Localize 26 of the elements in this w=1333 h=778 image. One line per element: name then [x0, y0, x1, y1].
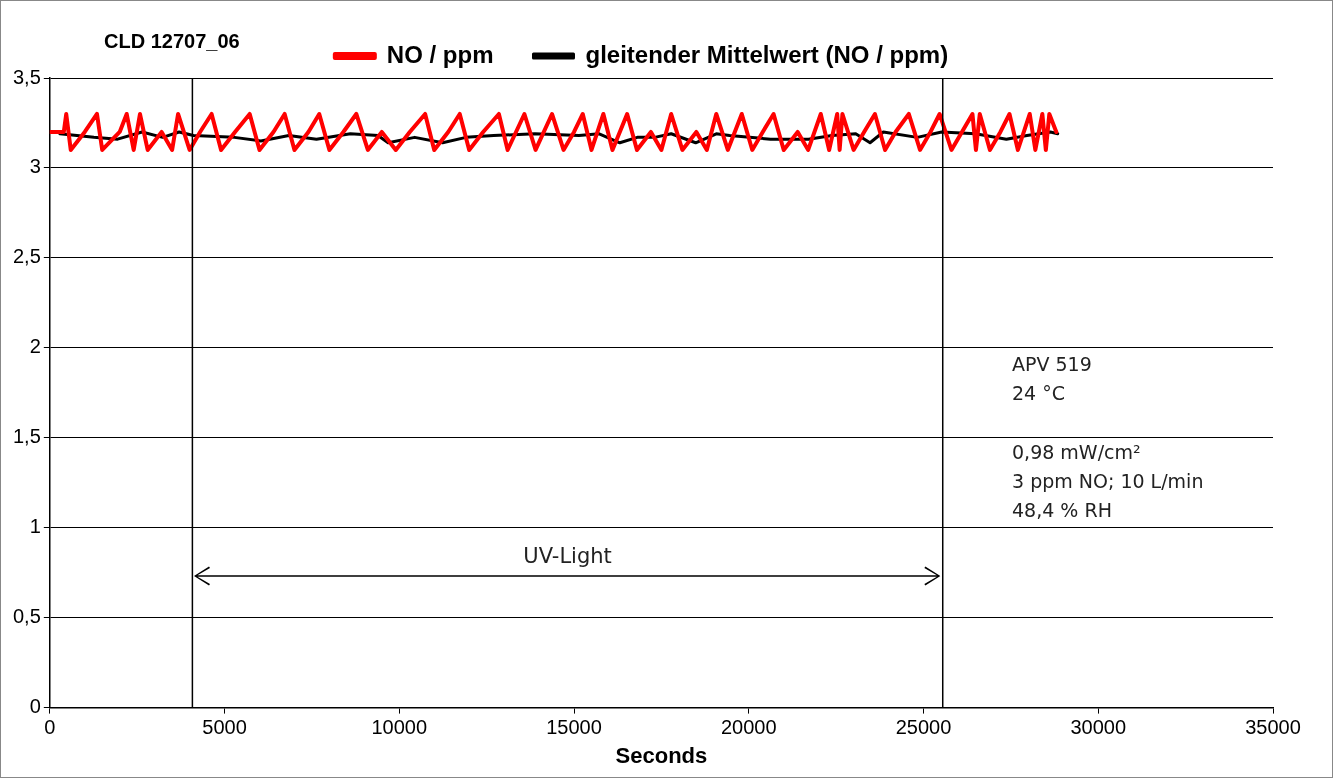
x-tick-label: 5000	[202, 716, 247, 739]
annotation: 24 °C	[1012, 381, 1066, 406]
legend-label: NO / ppm	[386, 40, 494, 68]
chart-title: CLD 12707_06	[104, 30, 240, 53]
y-tick-label: 2	[29, 335, 41, 358]
y-tick-label: 2,5	[12, 245, 41, 268]
x-tick-label: 25000	[895, 716, 952, 739]
x-tick-label: 10000	[371, 716, 428, 739]
annotation: 3 ppm NO; 10 L/min	[1012, 469, 1204, 494]
annotation: UV-Light	[523, 544, 612, 568]
x-tick-label: 0	[44, 716, 56, 739]
y-tick-label: 0	[29, 695, 41, 718]
annotation: 48,4 % RH	[1012, 498, 1113, 523]
y-tick-label: 3	[29, 155, 41, 178]
y-tick-label: 0,5	[12, 605, 41, 628]
x-tick-label: 30000	[1070, 716, 1127, 739]
x-axis-title: Seconds	[615, 742, 708, 768]
legend-label: gleitender Mittelwert (NO / ppm)	[585, 40, 949, 68]
y-tick-label: 3,5	[12, 65, 41, 88]
y-tick-label: 1,5	[12, 425, 41, 448]
y-tick-label: 1	[29, 515, 41, 538]
annotation: 0,98 mW/cm²	[1012, 440, 1142, 465]
x-tick-label: 35000	[1245, 716, 1301, 739]
x-tick-label: 15000	[546, 716, 602, 739]
annotation: APV 519	[1012, 352, 1093, 377]
x-tick-label: 20000	[720, 716, 777, 739]
